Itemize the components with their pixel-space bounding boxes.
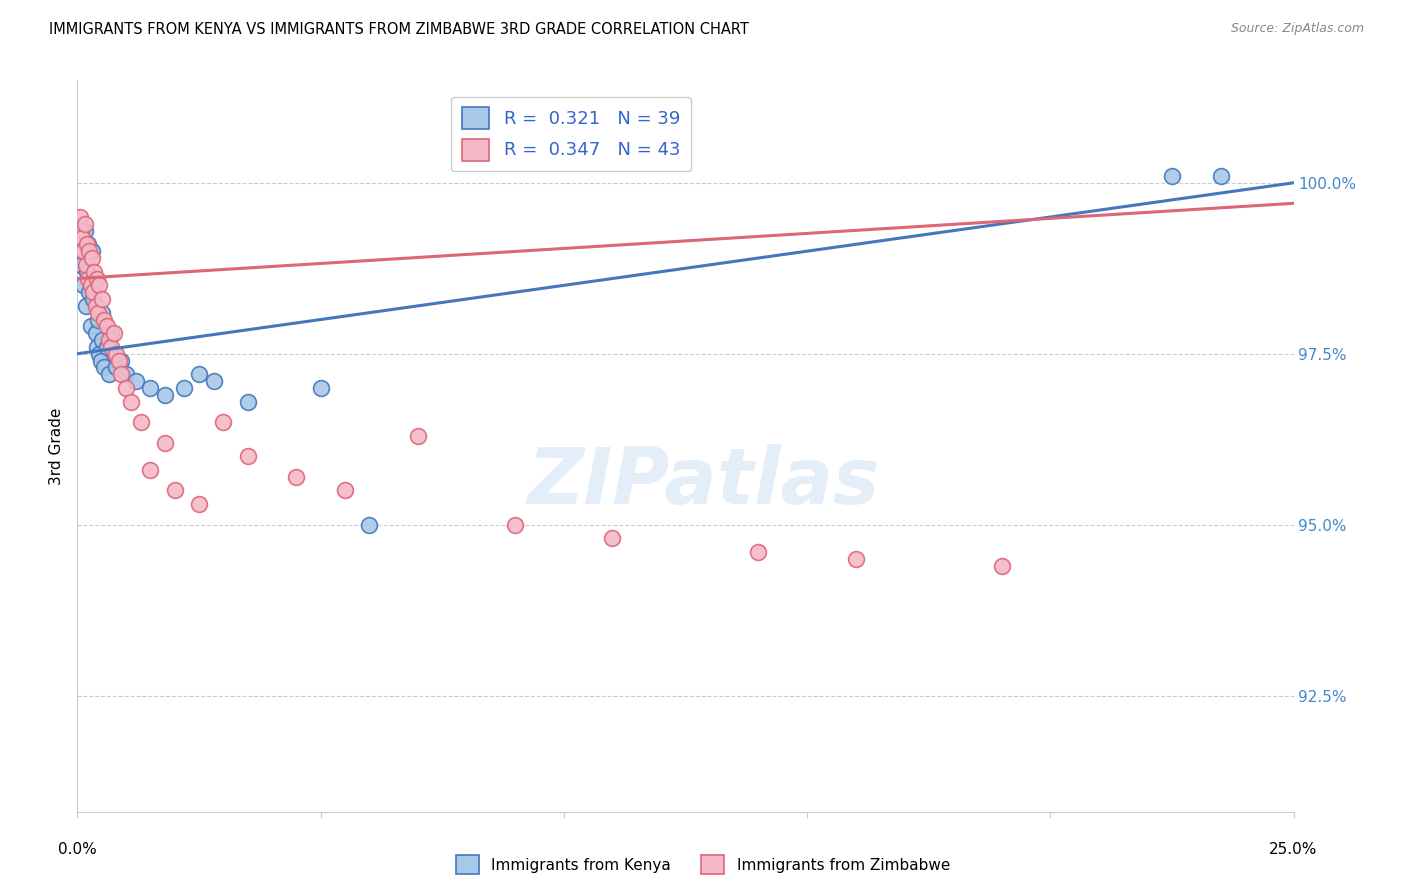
Point (70, 258, 93, 272)
Point (75, 299, 97, 313)
Point (333, 483, 356, 498)
Point (602, 531, 624, 545)
Text: 0.0%: 0.0% (58, 842, 97, 857)
Point (103, 326, 125, 341)
Point (86, 271, 108, 285)
Point (406, 429, 429, 443)
Point (97, 333, 120, 347)
Point (83, 271, 105, 285)
Point (139, 463, 162, 477)
Point (76, 265, 98, 279)
Point (96, 340, 118, 354)
Point (163, 483, 186, 498)
Point (90, 353, 112, 368)
Point (82, 292, 104, 306)
Point (503, 517, 526, 532)
Text: Source: ZipAtlas.com: Source: ZipAtlas.com (1230, 22, 1364, 36)
Point (359, 517, 381, 532)
Point (89, 347, 111, 361)
Point (93, 360, 115, 375)
Point (105, 347, 128, 361)
Point (72, 244, 94, 259)
Point (84, 299, 107, 313)
Text: ZIPatlas: ZIPatlas (527, 443, 879, 520)
Point (90, 306, 112, 320)
Point (153, 435, 176, 450)
Point (69, 210, 91, 224)
Point (115, 381, 138, 395)
Y-axis label: 3rd Grade: 3rd Grade (49, 408, 65, 484)
Point (80, 319, 103, 334)
Point (110, 368, 132, 382)
Point (125, 374, 148, 388)
Point (69, 230, 91, 244)
Point (173, 381, 195, 395)
Point (75, 258, 97, 272)
Point (845, 551, 868, 566)
Point (93, 312, 115, 326)
Point (115, 368, 138, 382)
Point (76, 237, 98, 252)
Point (139, 381, 162, 395)
Point (1161, 169, 1184, 183)
Point (100, 340, 122, 354)
Point (129, 415, 152, 429)
Point (105, 360, 128, 375)
Point (188, 368, 211, 382)
Point (86, 340, 108, 354)
Point (110, 353, 132, 368)
Point (100, 326, 122, 341)
Point (96, 319, 118, 334)
Point (80, 278, 103, 293)
Point (153, 388, 176, 402)
Legend: Immigrants from Kenya, Immigrants from Zimbabwe: Immigrants from Kenya, Immigrants from Z… (450, 849, 956, 880)
Point (236, 449, 259, 463)
Point (212, 415, 235, 429)
Point (80, 244, 103, 259)
Point (70, 244, 93, 259)
Point (70, 230, 93, 244)
Point (236, 394, 259, 409)
Point (87, 306, 110, 320)
Point (73, 217, 96, 231)
Point (70, 224, 93, 238)
Point (103, 347, 125, 361)
Point (107, 353, 129, 368)
Point (79, 285, 101, 300)
Point (747, 545, 769, 559)
Point (84, 326, 107, 341)
Point (77, 237, 100, 252)
Point (90, 292, 112, 306)
Point (90, 333, 112, 347)
Point (120, 394, 142, 409)
Point (309, 381, 332, 395)
Point (77, 271, 100, 285)
Point (87, 312, 110, 326)
Point (79, 244, 101, 259)
Text: 25.0%: 25.0% (1270, 842, 1317, 857)
Text: IMMIGRANTS FROM KENYA VS IMMIGRANTS FROM ZIMBABWE 3RD GRADE CORRELATION CHART: IMMIGRANTS FROM KENYA VS IMMIGRANTS FROM… (49, 22, 749, 37)
Point (82, 285, 104, 300)
Point (990, 558, 1012, 573)
Point (188, 497, 211, 511)
Point (80, 251, 103, 265)
Point (97, 368, 120, 382)
Point (1209, 169, 1232, 183)
Point (72, 278, 94, 293)
Legend: R =  0.321   N = 39, R =  0.347   N = 43: R = 0.321 N = 39, R = 0.347 N = 43 (451, 96, 690, 171)
Point (89, 278, 111, 293)
Point (73, 224, 96, 238)
Point (83, 265, 105, 279)
Point (285, 469, 308, 483)
Point (202, 374, 225, 388)
